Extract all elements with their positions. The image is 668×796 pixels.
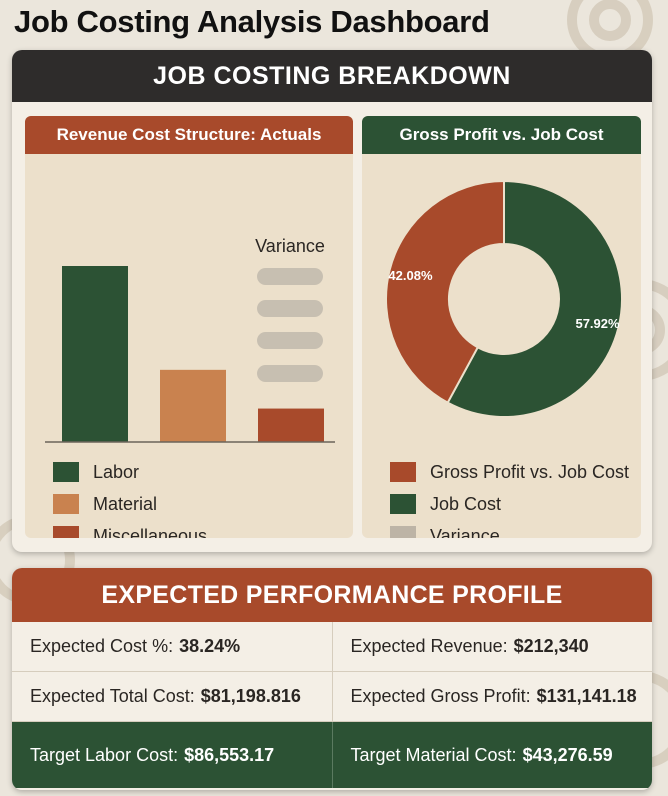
expected-total-cost: Expected Total Cost: $81,198.816 [30, 686, 301, 706]
legend-item-labor: Labor [53, 456, 207, 488]
performance-row: Target Labor Cost: $86,553.17 Target Mat… [12, 722, 652, 788]
expected-gross-profit: Expected Gross Profit: $131,141.18 [331, 672, 653, 721]
legend-swatch [53, 462, 79, 482]
target-material-cost: Target Material Cost: $43,276.59 [331, 722, 653, 788]
donut-slice-job-cost [446, 179, 623, 418]
donut-slice-gross-profit [385, 179, 505, 405]
revenue-cost-structure-card: Revenue Cost Structure: Actuals Variance… [25, 116, 353, 538]
variance-placeholder-bar [257, 365, 323, 382]
gross-profit-vs-job-cost-card: Gross Profit vs. Job Cost 57.92% 42.08% G… [362, 116, 641, 538]
target-labor-cost: Target Labor Cost: $86,553.17 [30, 744, 275, 765]
legend-item-variance: Variance [390, 520, 629, 538]
expected-revenue: Expected Revenue: $212,340 [331, 622, 653, 671]
cost-structure-bar-chart: Variance [45, 236, 335, 443]
cost-structure-legend: Labor Material Miscellaneous [53, 456, 207, 538]
performance-row: Expected Cost %: 38.24% Expected Revenue… [12, 622, 652, 672]
variance-label: Variance [255, 236, 325, 256]
legend-swatch [53, 526, 79, 538]
legend-label: Gross Profit vs. Job Cost [430, 461, 630, 482]
bar-material [160, 369, 226, 442]
legend-label: Material [93, 493, 158, 514]
expected-performance-panel: EXPECTED PERFORMANCE PROFILE Expected Co… [12, 568, 652, 790]
variance-placeholder-bar [257, 332, 323, 349]
legend-label: Miscellaneous [93, 525, 208, 539]
legend-item-job-cost: Job Cost [390, 488, 629, 520]
job-costing-breakdown-panel: JOB COSTING BREAKDOWN Revenue Cost Struc… [12, 50, 652, 552]
legend-swatch [390, 494, 416, 514]
legend-label: Variance [430, 525, 500, 539]
revenue-cost-structure-title: Revenue Cost Structure: Actuals [25, 116, 353, 154]
performance-panel-title: EXPECTED PERFORMANCE PROFILE [12, 568, 652, 622]
bar-labor [62, 266, 128, 442]
variance-placeholder-bar [257, 268, 323, 285]
legend-label: Labor [93, 461, 140, 482]
legend-item-gross-profit-vs-job-cost: Gross Profit vs. Job Cost [390, 456, 629, 488]
breakdown-panel-title: JOB COSTING BREAKDOWN [12, 50, 652, 102]
gross-profit-card-title: Gross Profit vs. Job Cost [362, 116, 641, 154]
legend-swatch [53, 494, 79, 514]
performance-row: Expected Total Cost: $81,198.816 Expecte… [12, 672, 652, 722]
donut-label-job-cost: 57.92% [575, 316, 620, 331]
legend-item-miscellaneous: Miscellaneous [53, 520, 207, 538]
expected-cost-percent: Expected Cost %: 38.24% [30, 636, 241, 656]
legend-label: Job Cost [430, 493, 502, 514]
page-title: Job Costing Analysis Dashboard [14, 4, 490, 39]
donut-label-gross-profit: 42.08% [388, 268, 433, 283]
legend-item-material: Material [53, 488, 207, 520]
gross-profit-donut-chart: 57.92% 42.08% [385, 179, 623, 418]
gross-profit-legend: Gross Profit vs. Job Cost Job Cost Varianc… [390, 456, 629, 538]
bar-miscellaneous [258, 408, 324, 442]
legend-swatch [390, 462, 416, 482]
legend-swatch [390, 526, 416, 538]
variance-placeholder-bar [257, 300, 323, 317]
